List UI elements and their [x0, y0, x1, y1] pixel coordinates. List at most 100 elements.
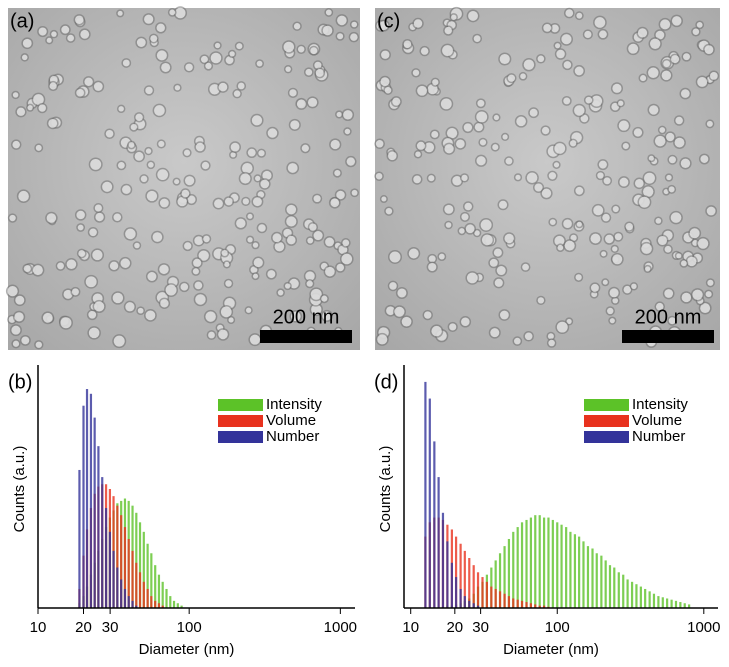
particle — [118, 106, 124, 112]
panel-label: (d) — [374, 371, 398, 393]
particle — [705, 291, 712, 298]
histogram-bar — [573, 534, 577, 608]
particle — [431, 325, 442, 337]
particle — [706, 206, 716, 216]
particle — [663, 60, 671, 68]
particle — [477, 99, 485, 107]
particle — [607, 307, 614, 315]
particle — [420, 47, 429, 55]
histogram-bar — [648, 591, 651, 608]
histogram-bar — [138, 572, 142, 608]
particle — [51, 31, 57, 37]
histogram-bar — [135, 562, 138, 608]
histogram-bar — [459, 588, 462, 608]
particle — [287, 163, 298, 173]
legend-swatch — [584, 399, 629, 411]
particle — [687, 256, 697, 267]
particle — [375, 140, 384, 148]
particle — [504, 233, 514, 244]
particle — [220, 306, 232, 318]
histogram-bar — [657, 596, 660, 608]
particle — [286, 204, 297, 215]
particle — [631, 283, 637, 290]
particle — [306, 280, 313, 287]
particle — [706, 120, 713, 127]
particle — [446, 128, 458, 139]
particle — [459, 228, 465, 234]
particle — [671, 16, 682, 26]
particle — [89, 228, 97, 237]
particle — [75, 15, 84, 25]
histogram-bar — [157, 574, 161, 608]
histogram-bar — [116, 567, 119, 608]
particle — [310, 47, 318, 55]
particle — [575, 186, 584, 195]
histogram-bar — [582, 541, 585, 608]
legend-swatch — [218, 431, 263, 443]
particle — [21, 336, 30, 345]
particle — [247, 213, 253, 219]
histogram-bar — [630, 581, 634, 608]
particle — [502, 134, 508, 140]
particle — [444, 144, 454, 154]
x-tick-label: 20 — [446, 619, 463, 636]
legend-swatch — [218, 415, 263, 427]
legend-label: Number — [632, 428, 685, 445]
particle — [267, 128, 278, 138]
particle — [255, 175, 261, 181]
chart: 10 20 30 100 1000 Diameter (nm) Counts (a.u.) (… — [374, 365, 720, 658]
histogram-bar — [123, 527, 127, 608]
histogram-bar — [120, 579, 123, 608]
particle — [156, 23, 165, 32]
particle — [649, 105, 659, 115]
particle — [85, 276, 97, 288]
particle — [563, 97, 571, 105]
histogram-bar — [498, 591, 502, 608]
x-tick-label: 30 — [102, 619, 119, 636]
particle — [247, 237, 253, 243]
histogram-bar — [89, 393, 93, 608]
particle — [136, 38, 146, 47]
particle — [165, 284, 177, 296]
histogram-bar — [529, 603, 533, 608]
particle — [590, 233, 601, 244]
histogram-bar — [116, 505, 119, 608]
histogram-bar — [131, 600, 134, 608]
particle — [214, 199, 223, 208]
particle — [537, 297, 545, 304]
particle — [605, 234, 614, 244]
histogram-bar — [534, 515, 537, 608]
particle — [145, 310, 156, 321]
particle — [623, 285, 631, 294]
particle — [432, 79, 439, 86]
histogram-bar — [459, 543, 462, 608]
particle — [35, 144, 42, 151]
particle — [612, 83, 622, 93]
particle — [218, 82, 228, 92]
particle — [480, 219, 492, 231]
particle — [680, 158, 691, 168]
particle — [493, 114, 500, 121]
particle — [505, 157, 513, 165]
histogram-bar — [82, 405, 85, 608]
histogram-bar — [165, 588, 168, 608]
histogram-bar — [131, 550, 134, 608]
particle — [144, 14, 154, 24]
particle — [389, 282, 397, 290]
particle — [707, 279, 714, 286]
particle — [195, 142, 205, 152]
histogram-bar — [591, 548, 594, 608]
particle — [657, 235, 667, 246]
histogram-bar — [679, 602, 682, 608]
particle — [351, 21, 358, 28]
x-axis-title: Diameter (nm) — [503, 641, 599, 658]
particle — [95, 212, 104, 222]
particle — [210, 52, 222, 64]
particle — [193, 258, 202, 267]
particle — [564, 240, 575, 251]
particle — [109, 261, 119, 271]
particle — [490, 328, 500, 338]
particle — [313, 195, 321, 203]
x-tick-label: 1000 — [687, 619, 720, 636]
particle — [156, 50, 167, 61]
